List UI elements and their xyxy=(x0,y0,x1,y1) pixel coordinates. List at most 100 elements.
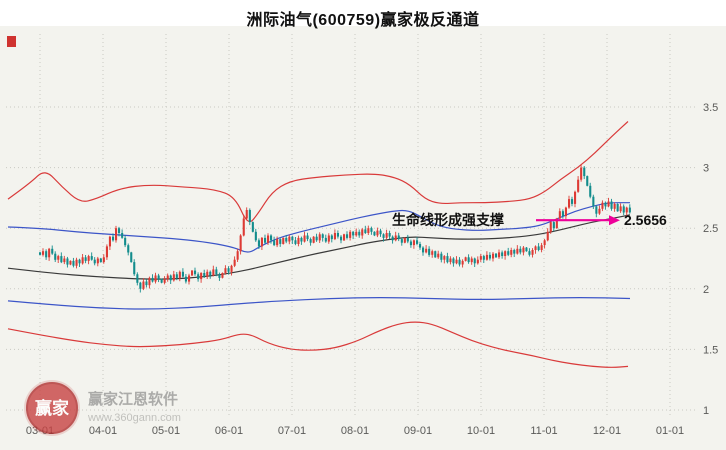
candle-up xyxy=(172,274,175,281)
candle-up xyxy=(343,234,346,241)
candle-up xyxy=(242,218,245,236)
channel-line-sky-outer xyxy=(7,121,629,223)
candle-down xyxy=(321,234,324,238)
x-axis-tick-label: 07-01 xyxy=(278,425,306,437)
candle-down xyxy=(133,262,136,275)
candle-down xyxy=(422,247,425,253)
candle-down xyxy=(352,231,355,236)
candle-down xyxy=(112,236,115,241)
candle-up xyxy=(376,230,379,236)
corner-marker xyxy=(7,36,16,47)
candle-up xyxy=(148,277,151,286)
candle-up xyxy=(233,259,236,266)
channel-line-earth-inner xyxy=(7,297,631,310)
candle-down xyxy=(336,233,339,237)
candle-down xyxy=(440,253,443,260)
candle-down xyxy=(400,239,403,243)
candle-down xyxy=(519,248,522,253)
candle-down xyxy=(434,251,437,258)
candle-down xyxy=(561,211,564,216)
candle-up xyxy=(619,206,622,212)
y-axis-tick-label: 2 xyxy=(703,284,709,296)
candle-up xyxy=(577,179,580,192)
candle-down xyxy=(118,228,121,233)
candle-down xyxy=(130,252,133,263)
candle-down xyxy=(90,256,93,260)
candle-down xyxy=(446,256,449,263)
candle-down xyxy=(124,237,127,246)
candle-down xyxy=(458,259,461,265)
candle-up xyxy=(464,257,467,261)
candle-up xyxy=(142,281,145,289)
candle-down xyxy=(409,241,412,246)
candle-up xyxy=(601,202,604,209)
y-axis-tick-label: 3.5 xyxy=(703,102,718,114)
channel-line-earth-outer xyxy=(7,321,629,368)
y-axis-tick-label: 3 xyxy=(703,163,709,175)
candle-up xyxy=(236,251,239,260)
candle-up xyxy=(476,259,479,264)
candle-down xyxy=(78,259,81,264)
candle-down xyxy=(416,240,419,244)
candle-down xyxy=(203,273,206,277)
brand-logo-text: 赢家 xyxy=(35,398,69,418)
y-axis-tick-label: 2.5 xyxy=(703,223,718,235)
candle-up xyxy=(555,218,558,229)
x-axis-tick-label: 09-01 xyxy=(404,425,432,437)
candle-down xyxy=(270,235,273,241)
candle-down xyxy=(610,201,613,209)
candle-down xyxy=(194,270,197,275)
x-axis-tick-label: 06-01 xyxy=(215,425,243,437)
x-axis-tick-label: 01-01 xyxy=(656,425,684,437)
candle-down xyxy=(84,257,87,261)
candle-up xyxy=(312,236,315,243)
candle-down xyxy=(346,234,349,238)
candle-down xyxy=(452,258,455,264)
candle-up xyxy=(470,258,473,263)
candle-up xyxy=(333,233,336,240)
candle-up xyxy=(543,240,546,246)
candle-down xyxy=(525,247,528,252)
candle-up xyxy=(498,252,501,258)
candle-down xyxy=(495,253,498,258)
candle-down xyxy=(586,176,589,186)
x-axis-tick-label: 10-01 xyxy=(467,425,495,437)
candle-up xyxy=(455,259,458,264)
candle-down xyxy=(628,207,631,213)
candle-down xyxy=(184,276,187,282)
candle-up xyxy=(239,235,242,252)
candle-down xyxy=(616,204,619,212)
candle-down xyxy=(382,234,385,238)
candle-down xyxy=(391,236,394,241)
candle-down xyxy=(467,257,470,263)
x-axis-tick-label: 05-01 xyxy=(152,425,180,437)
candle-down xyxy=(215,269,218,275)
candle-up xyxy=(449,258,452,263)
candle-up xyxy=(102,257,105,263)
candle-up xyxy=(403,237,406,243)
candle-down xyxy=(488,254,491,259)
candle-up xyxy=(288,236,291,242)
candle-up xyxy=(485,254,488,260)
candle-up xyxy=(267,235,270,243)
candle-down xyxy=(501,252,504,256)
candle-up xyxy=(75,259,78,266)
candle-up xyxy=(558,211,561,219)
candle-up xyxy=(206,271,209,277)
candle-up xyxy=(540,245,543,250)
candle-down xyxy=(622,206,625,213)
candle-down xyxy=(121,233,124,238)
candle-down xyxy=(197,274,200,280)
candle-down xyxy=(589,185,592,197)
candle-up xyxy=(431,251,434,255)
candle-up xyxy=(510,250,513,255)
candle-up xyxy=(479,256,482,260)
candle-down xyxy=(373,231,376,236)
candle-down xyxy=(595,206,598,214)
candle-up xyxy=(163,279,166,283)
candle-up xyxy=(492,253,495,259)
candle-down xyxy=(160,279,163,283)
candle-down xyxy=(482,256,485,260)
candle-down xyxy=(175,274,178,278)
